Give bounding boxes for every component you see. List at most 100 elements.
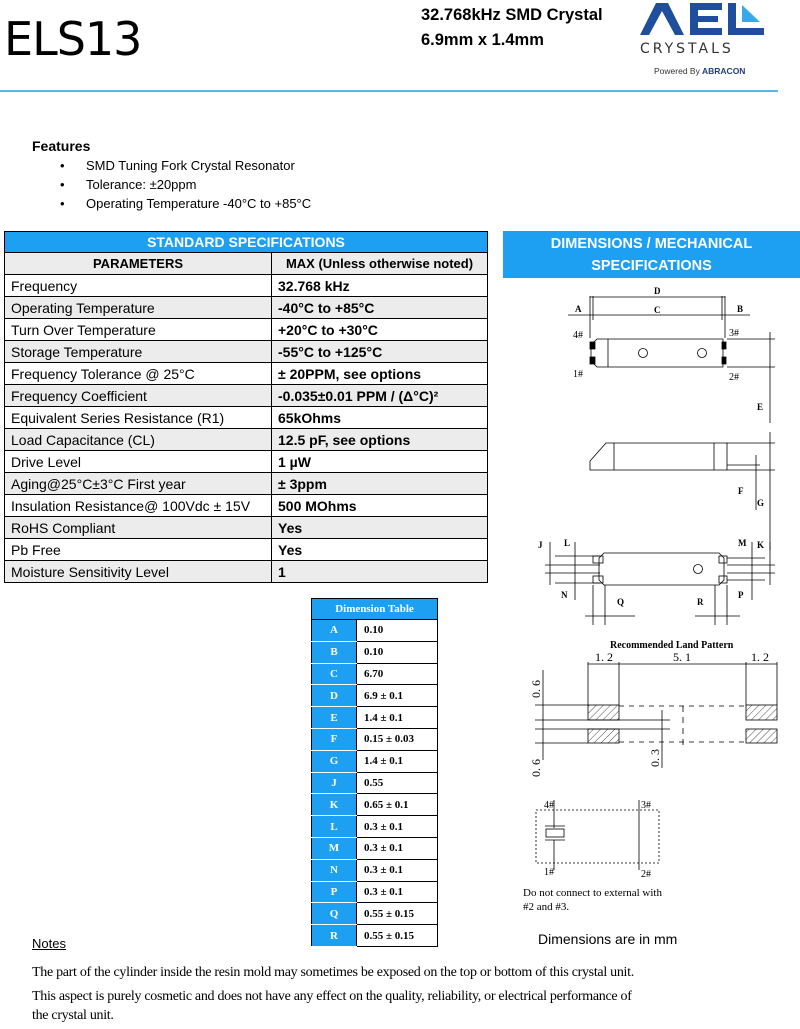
parameter-name: Moisture Sensitivity Level (4, 560, 272, 583)
label-R: R (697, 597, 704, 607)
dimension-row: J 0.55 (311, 771, 438, 795)
parameter-name: Load Capacitance (CL) (4, 428, 272, 451)
spec-row: Moisture Sensitivity Level 1 (4, 560, 488, 583)
label-F: F (738, 486, 744, 496)
feature-item: Operating Temperature -40°C to +85°C (60, 195, 311, 214)
dimension-key: P (311, 880, 357, 904)
parameter-name: Turn Over Temperature (4, 318, 272, 341)
label-D: D (654, 286, 661, 296)
label-C: C (654, 305, 661, 315)
parameter-value: 12.5 pF, see options (271, 428, 488, 451)
svg-text:2#: 2# (729, 372, 739, 383)
parameter-value: 1 µW (271, 450, 488, 473)
spec-row: Storage Temperature -55°C to +125°C (4, 340, 488, 363)
spec-row: Load Capacitance (CL) 12.5 pF, see option… (4, 428, 488, 451)
label-P: P (738, 590, 744, 600)
column-header-parameters: PARAMETERS (4, 252, 272, 275)
dimension-row: D 6.9 ± 0.1 (311, 684, 438, 708)
parameter-value: -40°C to +85°C (271, 296, 488, 319)
parameter-name: Equivalent Series Resistance (R1) (4, 406, 272, 429)
subtitle-frequency: 32.768kHz SMD Crystal (421, 6, 603, 24)
spec-row: Aging@25°C±3°C First year ± 3ppm (4, 472, 488, 495)
svg-text:0. 3: 0. 3 (648, 749, 662, 767)
spec-row: Equivalent Series Resistance (R1) 65kOhms (4, 406, 488, 429)
parameter-name: Frequency Tolerance @ 25°C (4, 362, 272, 385)
svg-text:1. 2: 1. 2 (751, 650, 769, 664)
svg-text:#2 and #3.: #2 and #3. (523, 901, 569, 913)
part-number-title: ELS13 (4, 12, 142, 66)
label-B: B (737, 304, 743, 314)
dimension-key: D (311, 684, 357, 708)
dimension-value: 1.4 ± 0.1 (356, 749, 438, 773)
dimension-row: C 6.70 (311, 662, 438, 686)
standard-specifications-table: STANDARD SPECIFICATIONS PARAMETERS MAX (U… (4, 231, 488, 583)
svg-text:0. 6: 0. 6 (529, 680, 543, 698)
dimension-key: E (311, 706, 357, 729)
dimension-value: 6.70 (356, 662, 438, 686)
parameter-value: 32.768 kHz (271, 274, 488, 297)
parameter-value: 500 MOhms (271, 494, 488, 517)
parameter-value: 65kOhms (271, 406, 488, 429)
spec-row: Frequency Tolerance @ 25°C ± 20PPM, see o… (4, 362, 488, 385)
feature-item: Tolerance: ±20ppm (60, 176, 311, 195)
svg-text:Powered By: Powered By (654, 66, 701, 76)
parameter-name: Drive Level (4, 450, 272, 473)
header-divider (0, 90, 778, 92)
svg-text:5. 1: 5. 1 (673, 650, 691, 664)
dimension-key: M (311, 836, 357, 860)
dimension-key: G (311, 749, 357, 773)
label-Q: Q (617, 597, 624, 607)
dimension-value: 0.3 ± 0.1 (356, 880, 438, 904)
dimension-key: F (311, 727, 357, 751)
spec-row: Frequency Coefficient -0.035±0.01 PPM / (… (4, 384, 488, 407)
dimension-value: 6.9 ± 0.1 (356, 684, 438, 708)
dimension-row: P 0.3 ± 0.1 (311, 880, 438, 904)
dimension-value: 0.3 ± 0.1 (356, 858, 438, 882)
dimension-table-title: Dimension Table (311, 598, 438, 620)
features-heading: Features (32, 138, 91, 154)
dimension-row: Q 0.55 ± 0.15 (311, 902, 438, 926)
dimension-value: 0.65 ± 0.1 (356, 793, 438, 817)
label-M: M (738, 538, 747, 548)
notes-heading: Notes (32, 936, 66, 951)
label-N: N (561, 590, 568, 600)
svg-text:3#: 3# (641, 800, 651, 811)
parameter-name: Frequency Coefficient (4, 384, 272, 407)
dimension-value: 0.15 ± 0.03 (356, 727, 438, 751)
parameter-value: Yes (271, 538, 488, 561)
label-J: J (538, 540, 543, 550)
label-A: A (575, 304, 582, 314)
spec-row: RoHS Compliant Yes (4, 516, 488, 539)
mechanical-drawing: D C A B E F G J L M K N P Q R 4# 3# 1# 2… (523, 286, 778, 913)
parameter-name: Frequency (4, 274, 272, 297)
label-G: G (757, 498, 764, 508)
dimension-row: G 1.4 ± 0.1 (311, 749, 438, 773)
dimension-value: 0.55 ± 0.15 (356, 902, 438, 926)
dimension-value: 0.10 (356, 640, 438, 664)
svg-text:1#: 1# (573, 369, 583, 380)
units-note: Dimensions are in mm (538, 931, 678, 947)
label-E: E (757, 402, 763, 412)
dimension-row: F 0.15 ± 0.03 (311, 727, 438, 751)
dimension-key: C (311, 662, 357, 686)
dimension-row: M 0.3 ± 0.1 (311, 836, 438, 860)
parameter-value: Yes (271, 516, 488, 539)
dimension-row: B 0.10 (311, 640, 438, 664)
dimension-value: 0.55 ± 0.15 (356, 924, 438, 947)
land-pattern-title: Recommended Land Pattern (610, 640, 734, 651)
dimension-table: Dimension Table A 0.10 B 0.10 C 6.70 D 6.9 ± 0.… (311, 598, 438, 947)
svg-text:2#: 2# (641, 869, 651, 880)
note-line: the crystal unit. (32, 1008, 114, 1023)
parameter-value: +20°C to +30°C (271, 318, 488, 341)
logo-crystals: CRYSTALS (640, 41, 734, 57)
spec-row: Drive Level 1 µW (4, 450, 488, 473)
dimension-row: N 0.3 ± 0.1 (311, 858, 438, 882)
parameter-name: Pb Free (4, 538, 272, 561)
parameter-value: -0.035±0.01 PPM / (Δ°C)² (271, 384, 488, 407)
spec-row: Turn Over Temperature +20°C to +30°C (4, 318, 488, 341)
dimension-key: A (311, 619, 357, 642)
parameter-name: Aging@25°C±3°C First year (4, 472, 272, 495)
spec-row: Frequency 32.768 kHz (4, 274, 488, 297)
svg-text:1. 2: 1. 2 (595, 650, 613, 664)
spec-row: Insulation Resistance@ 100Vdc ± 15V 500 M… (4, 494, 488, 517)
